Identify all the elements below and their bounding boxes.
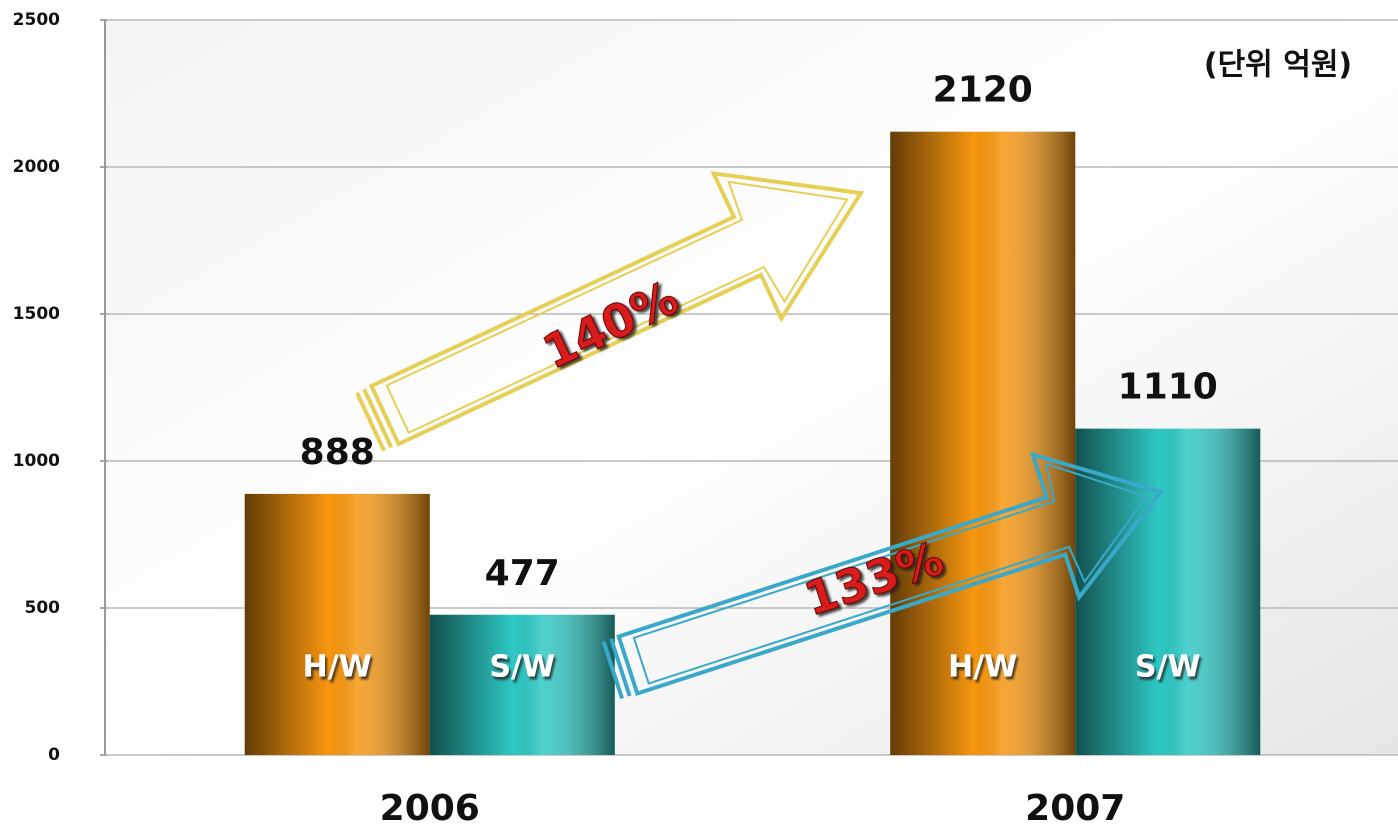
y-tick-label: 500 [25, 598, 61, 618]
x-tick-label: 2006 [380, 788, 480, 829]
y-tick-label: 2500 [13, 10, 60, 30]
bar-shading [429, 614, 615, 755]
value-label: 888 [300, 432, 375, 473]
arrow [355, 170, 865, 452]
bar-shading [890, 131, 1076, 756]
value-label: 2120 [933, 70, 1033, 111]
unit-label: (단위 억원) [1204, 48, 1352, 83]
y-tick-label: 0 [48, 745, 60, 765]
series-label: S/W [489, 650, 555, 685]
arrow [601, 451, 1164, 700]
y-tick-label: 1000 [13, 451, 60, 471]
bar-shading [244, 493, 430, 755]
y-tick-label: 2000 [13, 157, 60, 177]
y-tick-label: 1500 [13, 304, 60, 324]
value-label: 1110 [1118, 367, 1218, 408]
series-label: H/W [948, 650, 1017, 685]
series-label: S/W [1135, 650, 1201, 685]
value-label: 477 [485, 553, 560, 594]
series-label: H/W [303, 650, 372, 685]
x-tick-label: 2007 [1025, 788, 1125, 829]
bar-shading [1075, 428, 1261, 755]
